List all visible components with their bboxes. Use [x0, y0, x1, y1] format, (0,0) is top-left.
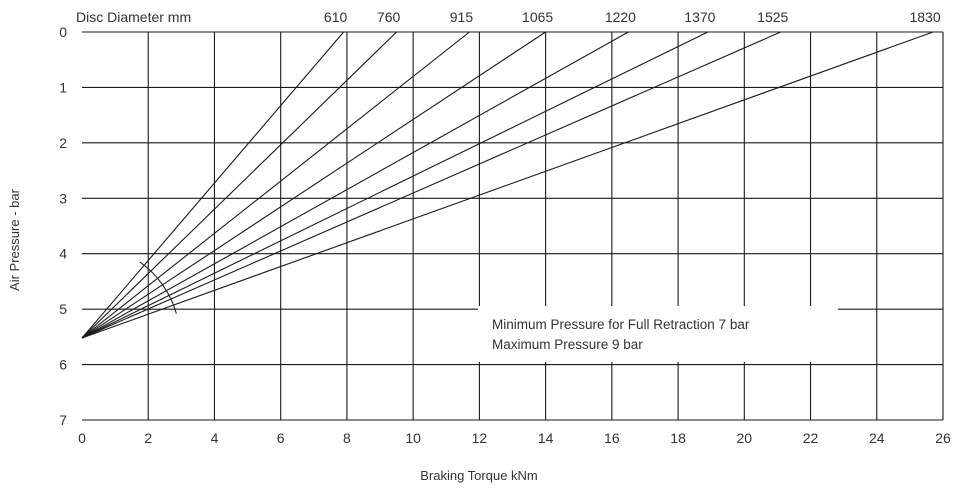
annotation-max-pressure: Maximum Pressure 9 bar — [492, 337, 643, 352]
y-tick-4: 4 — [59, 246, 67, 262]
x-tick-6: 6 — [277, 430, 285, 446]
x-tick-labels: 0 2 4 6 8 10 12 14 16 18 20 22 24 26 — [78, 430, 951, 446]
y-tick-3: 3 — [59, 190, 67, 206]
y-tick-0: 0 — [59, 24, 67, 40]
series-label-1220: 1220 — [605, 9, 636, 25]
annotation-box — [478, 306, 838, 362]
series-label-1065: 1065 — [522, 9, 553, 25]
x-tick-20: 20 — [737, 430, 753, 446]
x-tick-12: 12 — [472, 430, 488, 446]
x-tick-24: 24 — [869, 430, 885, 446]
y-tick-7: 7 — [59, 412, 67, 428]
x-tick-10: 10 — [405, 430, 421, 446]
series-labels: 610 760 915 1065 1220 1370 1525 1830 — [324, 9, 941, 25]
x-tick-26: 26 — [935, 430, 951, 446]
series-label-610: 610 — [324, 9, 348, 25]
y-axis-title: Air Pressure - bar — [7, 188, 22, 291]
series-label-915: 915 — [450, 9, 474, 25]
series-line-1830 — [81, 31, 934, 339]
y-tick-1: 1 — [59, 79, 67, 95]
diameter-arc — [139, 261, 177, 314]
x-tick-22: 22 — [803, 430, 819, 446]
series-line-1065 — [81, 31, 546, 339]
x-tick-4: 4 — [211, 430, 219, 446]
y-tick-labels: 0 1 2 3 4 5 6 7 — [59, 24, 67, 428]
series-label-1370: 1370 — [684, 9, 715, 25]
grid — [82, 31, 944, 421]
series-label-1525: 1525 — [757, 9, 788, 25]
x-tick-18: 18 — [670, 430, 686, 446]
series-label-760: 760 — [377, 9, 401, 25]
x-tick-14: 14 — [538, 430, 554, 446]
x-axis-title: Braking Torque kNm — [420, 468, 538, 483]
series-line-1525 — [81, 31, 781, 339]
series-line-1370 — [81, 31, 709, 339]
x-tick-16: 16 — [604, 430, 620, 446]
series-label-1830: 1830 — [909, 9, 940, 25]
annotation-min-pressure: Minimum Pressure for Full Retraction 7 b… — [492, 317, 750, 332]
y-tick-5: 5 — [59, 301, 67, 317]
y-tick-6: 6 — [59, 357, 67, 373]
top-axis-label: Disc Diameter mm — [76, 9, 191, 25]
series-line-1220 — [81, 31, 629, 339]
y-tick-2: 2 — [59, 135, 67, 151]
series-line-760 — [81, 31, 397, 339]
x-tick-8: 8 — [343, 430, 351, 446]
series-lines — [81, 31, 934, 339]
series-line-915 — [81, 31, 470, 339]
x-tick-2: 2 — [144, 430, 152, 446]
series-line-610 — [81, 31, 345, 339]
x-tick-0: 0 — [78, 430, 86, 446]
